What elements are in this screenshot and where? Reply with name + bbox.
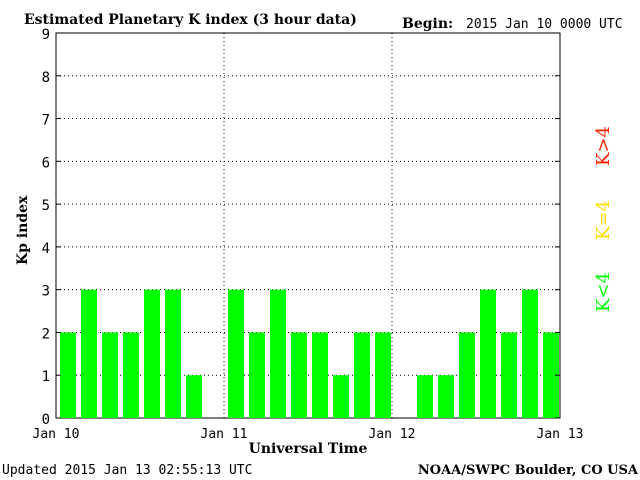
begin-value: 2015 Jan 10 0000 UTC [466,17,623,32]
kp-bar [123,332,139,418]
kp-bar [375,332,391,418]
kp-bar [249,332,265,418]
kp-bar [144,289,160,418]
y-tick-label: 5 [42,198,50,214]
kp-bar [102,332,118,418]
kp-bar [543,332,559,418]
x-tick-label: Jan 10 [33,427,80,442]
source-credit: NOAA/SWPC Boulder, CO USA [418,463,639,478]
kp-bar [186,375,202,418]
kp-bar [81,289,97,418]
kp-bar [270,289,286,418]
kp-bar [228,289,244,418]
bars [60,289,559,418]
chart-title: Estimated Planetary K index (3 hour data… [24,12,357,28]
legend-k-less-4: K<4 [593,272,614,312]
kp-bar [291,332,307,418]
kp-bar [333,375,349,418]
grid-lines [56,33,560,418]
x-axis-label: Universal Time [249,441,368,457]
y-ticks: 0 1 2 3 4 5 6 7 8 9 [42,27,560,428]
legend-k-equal-4: K=4 [593,200,614,240]
y-axis-label: Kp index [15,195,31,265]
kp-bar [522,289,538,418]
y-tick-label: 9 [42,27,50,43]
updated-timestamp: Updated 2015 Jan 13 02:55:13 UTC [2,463,252,478]
kp-bar [165,289,181,418]
kp-bar [417,375,433,418]
x-tick-label: Jan 13 [537,427,584,442]
x-tick-label: Jan 12 [369,427,416,442]
kp-bar [354,332,370,418]
y-tick-label: 0 [42,412,50,428]
plot-frame [55,32,561,419]
x-tick-label: Jan 11 [201,427,248,442]
kp-bar [480,289,496,418]
kp-bar [501,332,517,418]
kp-bar [312,332,328,418]
legend-k-greater-4: K>4 [593,126,614,166]
kp-bar [438,375,454,418]
y-tick-label: 3 [42,284,50,300]
y-tick-label: 1 [42,369,50,385]
x-ticks: Jan 10 Jan 11 Jan 12 Jan 13 [33,427,584,442]
begin-label: Begin: [402,16,453,32]
kp-bar [60,332,76,418]
y-tick-label: 2 [42,326,50,342]
y-tick-label: 6 [42,155,50,171]
y-tick-label: 4 [42,241,50,257]
y-tick-label: 7 [42,113,50,129]
kp-bar [459,332,475,418]
y-tick-label: 8 [42,70,50,86]
